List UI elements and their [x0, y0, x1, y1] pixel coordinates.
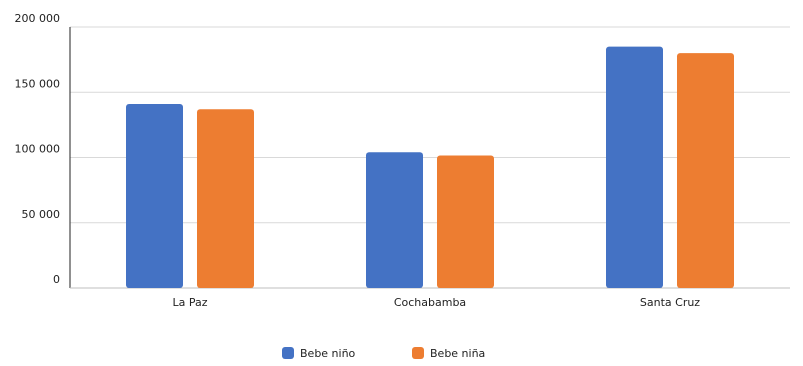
legend-swatch	[282, 347, 294, 359]
y-tick-label: 100 000	[15, 143, 61, 156]
x-tick-label: La Paz	[172, 296, 207, 309]
x-tick-label: Cochabamba	[394, 296, 466, 309]
bar-bebe-nino	[366, 152, 423, 288]
bar-bebe-nina	[677, 53, 734, 288]
bar-bebe-nina	[197, 109, 254, 288]
bar-bebe-nino	[126, 103, 183, 289]
bar-bebe-nino	[606, 46, 663, 289]
x-tick-label: Santa Cruz	[640, 296, 700, 309]
legend-label: Bebe niño	[300, 347, 356, 360]
y-tick-label: 200 000	[15, 12, 61, 25]
legend-swatch	[412, 347, 424, 359]
bar-bebe-nina	[437, 155, 494, 288]
y-tick-label: 150 000	[15, 77, 61, 90]
y-tick-label: 0	[53, 273, 60, 286]
y-tick-label: 50 000	[22, 208, 61, 221]
legend-label: Bebe niña	[430, 347, 485, 360]
